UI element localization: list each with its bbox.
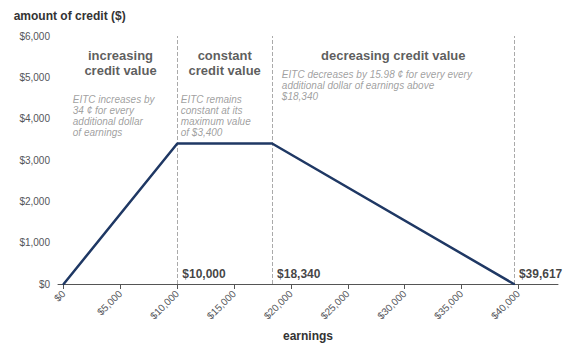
svg-text:$25,000: $25,000	[318, 288, 352, 322]
svg-text:amount of credit ($): amount of credit ($)	[14, 9, 126, 23]
svg-text:$1,000: $1,000	[19, 237, 50, 248]
svg-text:$3,000: $3,000	[19, 155, 50, 166]
svg-text:$20,000: $20,000	[262, 288, 296, 322]
svg-text:decreasing credit value: decreasing credit value	[321, 48, 466, 63]
svg-text:credit value: credit value	[189, 63, 261, 78]
svg-text:additional dollar of earnings: additional dollar of earnings above	[282, 80, 435, 91]
svg-text:additional dollar: additional dollar	[73, 116, 144, 127]
svg-text:$0: $0	[39, 279, 51, 290]
svg-text:$35,000: $35,000	[432, 288, 466, 322]
svg-text:of $3,400: of $3,400	[181, 127, 223, 138]
svg-text:$0: $0	[52, 288, 68, 304]
svg-text:$18,340: $18,340	[281, 91, 319, 102]
svg-text:$18,340: $18,340	[277, 267, 321, 281]
svg-text:$40,000: $40,000	[489, 288, 523, 322]
svg-text:EITC decreases by 15.98 ¢ for: EITC decreases by 15.98 ¢ for every ever…	[282, 69, 473, 80]
svg-text:$4,000: $4,000	[19, 113, 50, 124]
svg-text:earnings: earnings	[283, 329, 333, 343]
svg-text:$2,000: $2,000	[19, 196, 50, 207]
svg-text:$10,000: $10,000	[148, 288, 182, 322]
svg-text:$15,000: $15,000	[205, 288, 239, 322]
svg-text:$5,000: $5,000	[19, 72, 50, 83]
svg-text:EITC remains: EITC remains	[181, 94, 242, 105]
svg-text:$30,000: $30,000	[375, 288, 409, 322]
svg-text:constant: constant	[198, 48, 253, 63]
svg-text:increasing: increasing	[88, 48, 153, 63]
svg-text:credit value: credit value	[84, 63, 156, 78]
svg-text:$5,000: $5,000	[95, 288, 125, 318]
svg-text:$6,000: $6,000	[19, 31, 50, 42]
svg-text:$39,617: $39,617	[519, 267, 563, 281]
svg-text:EITC increases by: EITC increases by	[73, 94, 156, 105]
svg-text:34 ¢ for every: 34 ¢ for every	[73, 105, 135, 116]
svg-text:of earnings: of earnings	[73, 127, 122, 138]
svg-text:maximum value: maximum value	[181, 116, 251, 127]
svg-text:$10,000: $10,000	[182, 267, 226, 281]
svg-text:constant at its: constant at its	[181, 105, 243, 116]
